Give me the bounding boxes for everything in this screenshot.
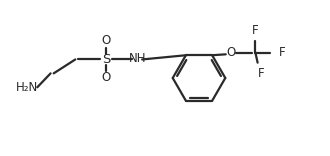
Text: S: S bbox=[102, 53, 111, 66]
Text: F: F bbox=[257, 67, 264, 80]
Text: O: O bbox=[102, 34, 111, 47]
Text: F: F bbox=[252, 24, 259, 37]
Text: H₂N: H₂N bbox=[16, 81, 39, 94]
Text: NH: NH bbox=[128, 52, 146, 65]
Text: O: O bbox=[102, 71, 111, 85]
Text: O: O bbox=[227, 46, 236, 59]
Text: F: F bbox=[279, 46, 285, 59]
